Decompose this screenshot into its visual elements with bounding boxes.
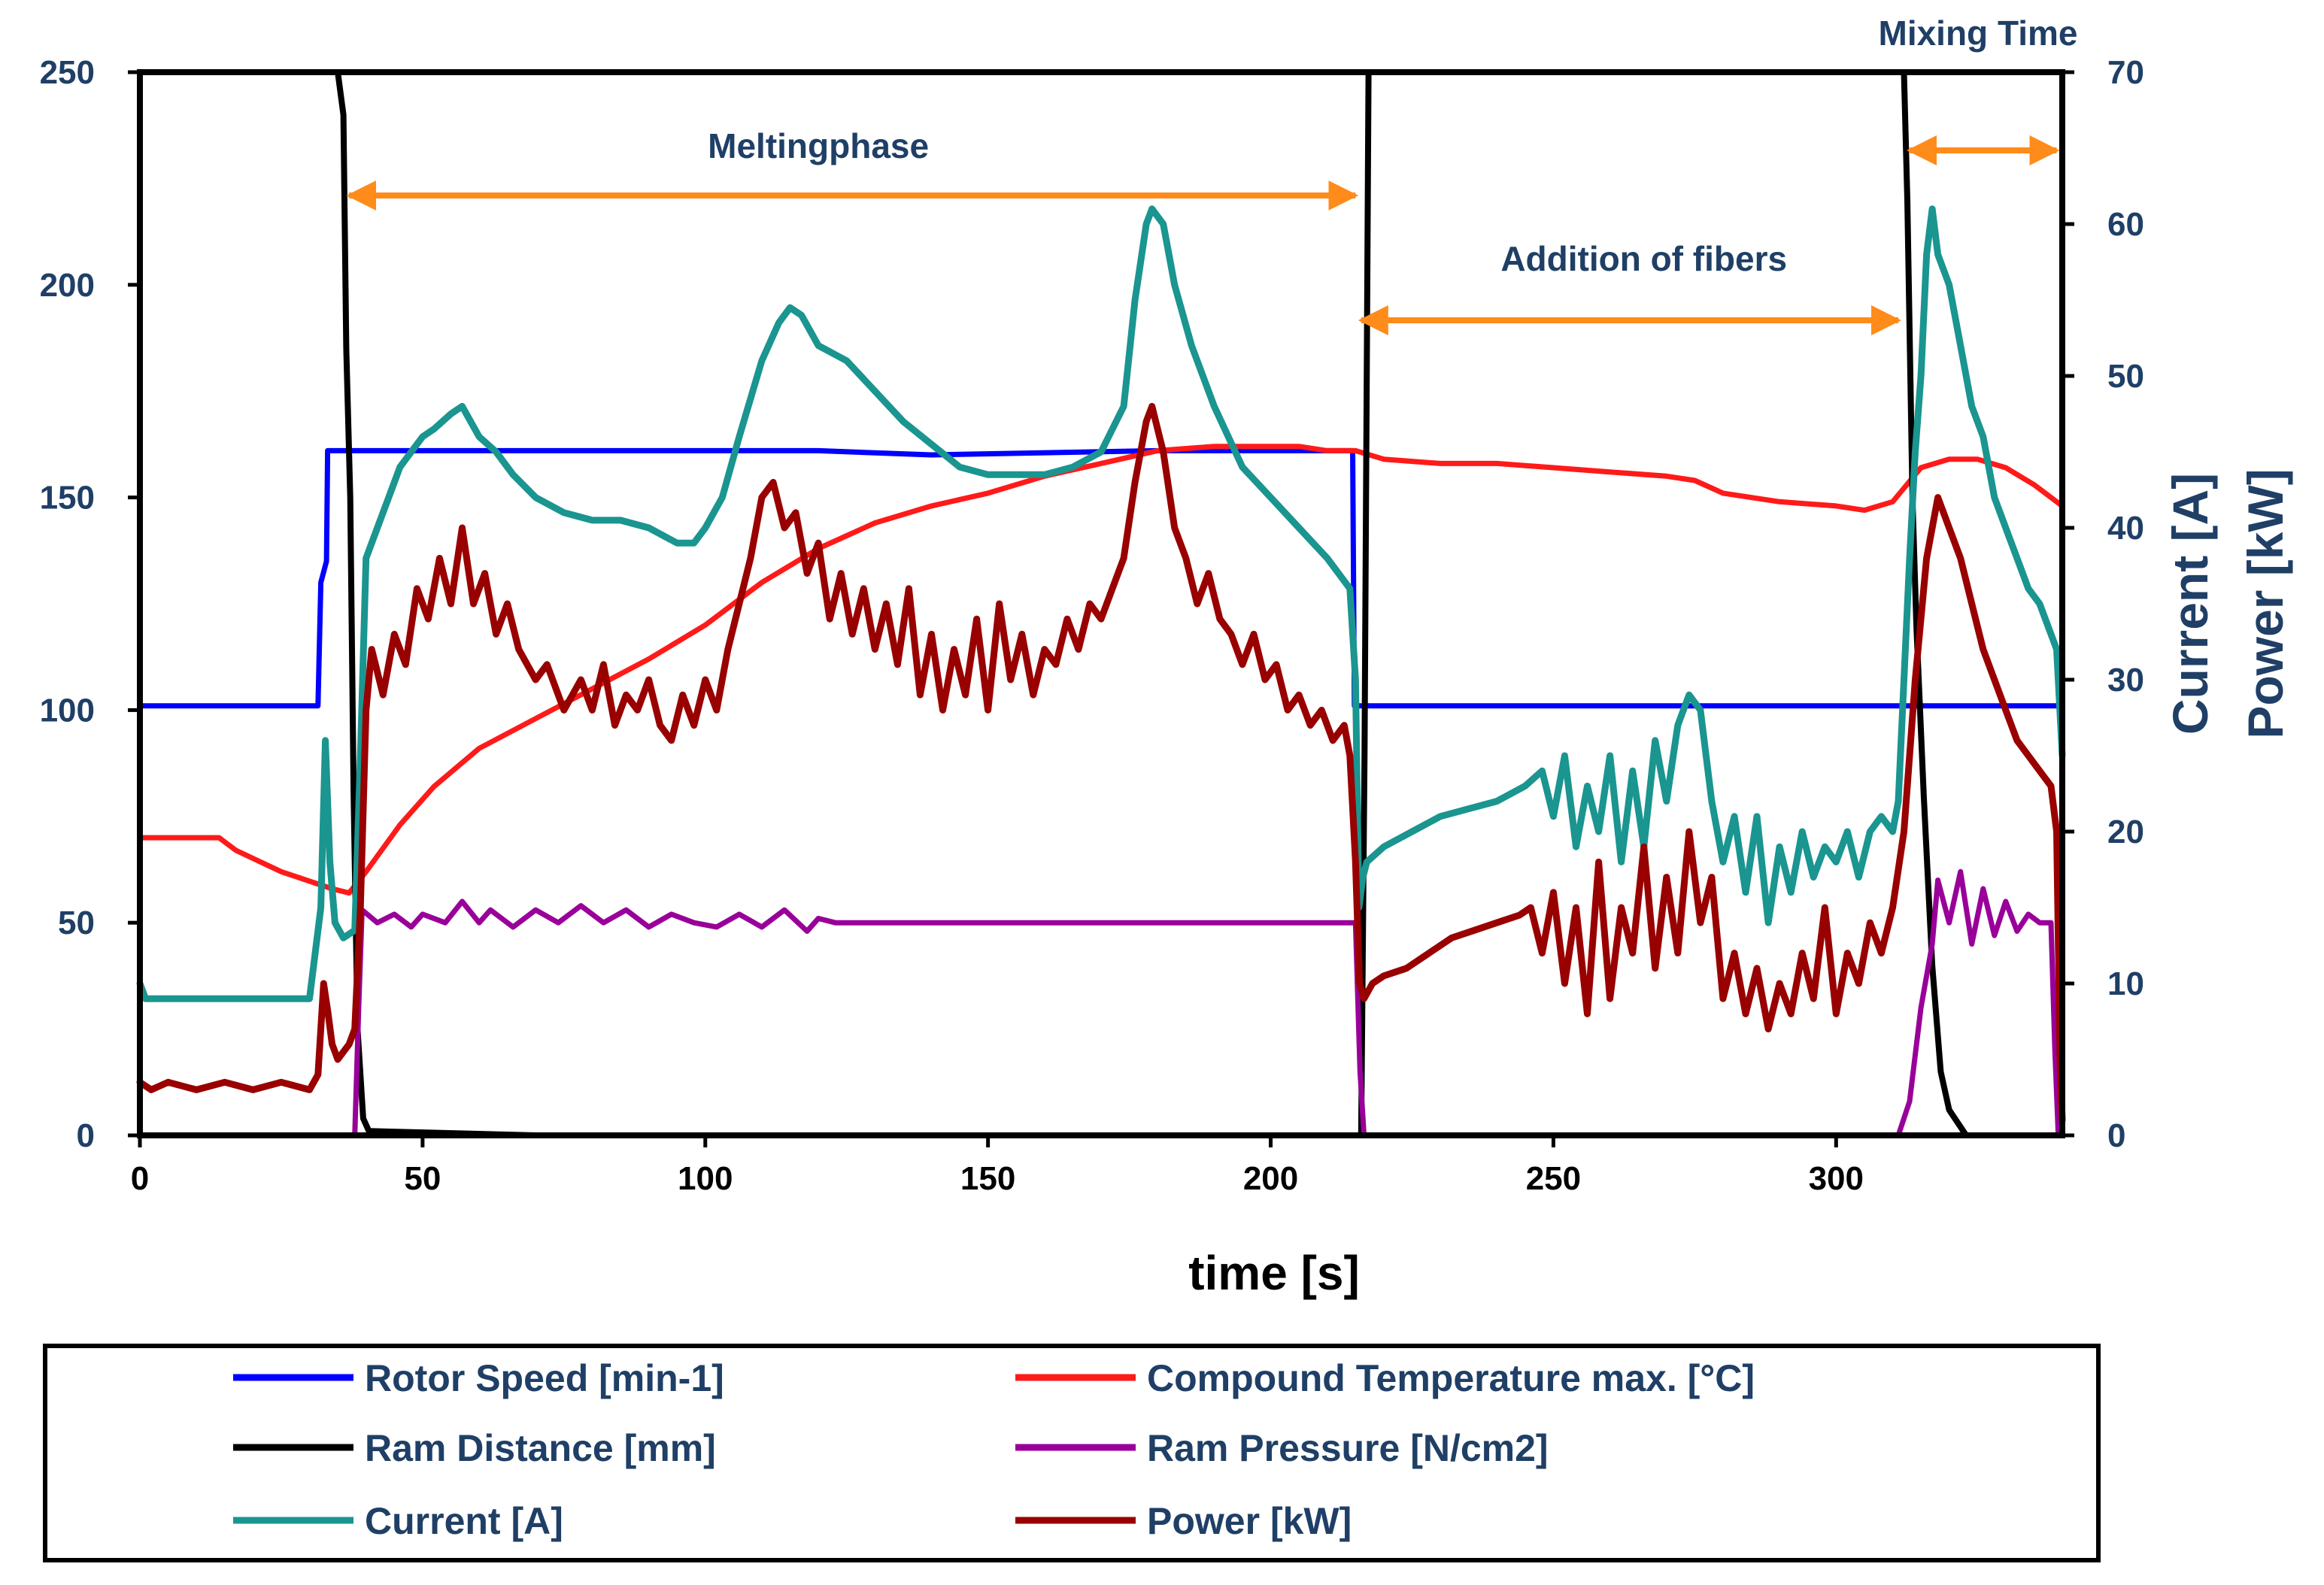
series-line-2 xyxy=(137,444,2065,896)
series-line-4 xyxy=(137,868,2062,1138)
series-line-6 xyxy=(136,402,2066,1124)
axes-layer: 0 50 100 150 200 250 300 0 50 100 150 200 250 0 10 20 30… xyxy=(40,54,2293,1300)
y-right-tick-label: 20 xyxy=(2107,814,2144,850)
y-right-tick-label: 60 xyxy=(2107,206,2144,243)
y-right-tick-label: 50 xyxy=(2107,358,2144,395)
x-axis-title: time [s] xyxy=(1188,1246,1360,1300)
y-right-tick-label: 0 xyxy=(2107,1117,2125,1154)
y-left-tick-label: 200 xyxy=(40,267,95,304)
plot-frame xyxy=(137,69,2065,1138)
annotation-label: Meltingphase xyxy=(708,126,929,165)
y-left-tick-label: 100 xyxy=(40,692,95,729)
x-tick-label: 250 xyxy=(1526,1160,1581,1197)
y-left-tick-label: 150 xyxy=(40,480,95,517)
legend-box xyxy=(43,1344,2101,1562)
legend-entry-label: Ram Distance [mm] xyxy=(365,1427,716,1469)
annotation-label: Addition of fibers xyxy=(1500,239,1787,278)
x-tick-label: 0 xyxy=(131,1160,149,1197)
x-tick-label: 200 xyxy=(1243,1160,1298,1197)
x-tick-label: 100 xyxy=(678,1160,733,1197)
y-left-tick-label: 50 xyxy=(58,905,95,941)
y-right-tick-label: 40 xyxy=(2107,510,2144,547)
annotation-layer: Meltingphase Addition of fibers Mixing Tim… xyxy=(346,14,2078,335)
y-right-title-power: Power [kW] xyxy=(2238,468,2293,738)
legend-entry-label: Current [A] xyxy=(365,1500,563,1542)
series-line-5 xyxy=(136,205,2066,1002)
legend-entry-label: Compound Temperature max. [°C] xyxy=(1147,1357,1755,1399)
legend-entry-label: Ram Pressure [N/cm2] xyxy=(1147,1427,1549,1469)
y-right-tick-label: 70 xyxy=(2107,54,2144,91)
y-right-tick-label: 30 xyxy=(2107,662,2144,699)
y-left-tick-label: 0 xyxy=(77,1117,95,1154)
annotation-label: Mixing Time xyxy=(1879,14,2078,53)
x-tick-label: 300 xyxy=(1809,1160,1864,1197)
legend-entry-label: Rotor Speed [min-1] xyxy=(365,1357,724,1399)
x-tick-label: 150 xyxy=(960,1160,1015,1197)
series-layer xyxy=(136,69,2066,1138)
series-line-1 xyxy=(137,447,2065,709)
y-left-tick-label: 250 xyxy=(40,54,95,91)
series-line-3 xyxy=(137,69,2065,1138)
legend: Rotor Speed [min-1] Compound Temperature … xyxy=(43,1344,2101,1562)
legend-entry-label: Power [kW] xyxy=(1147,1500,1352,1542)
y-right-tick-label: 10 xyxy=(2107,965,2144,1002)
y-right-title-current: Current [A] xyxy=(2162,473,2218,735)
x-tick-label: 50 xyxy=(404,1160,441,1197)
